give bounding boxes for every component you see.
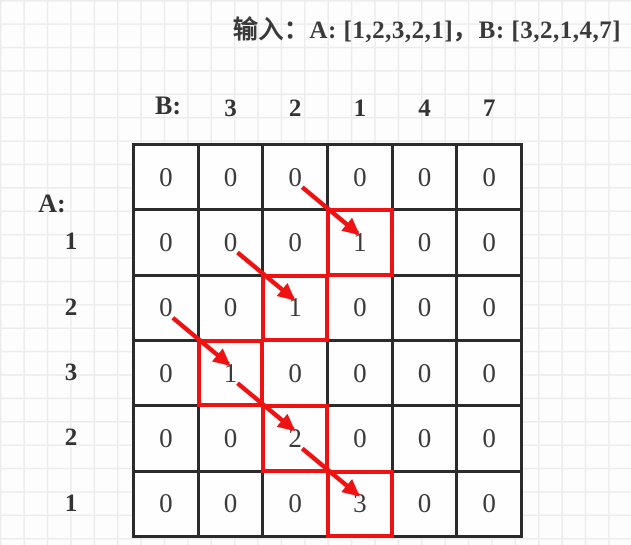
dp-cell: 0 [455,143,523,212]
dp-cell: 0 [132,469,200,538]
a-value: 1 [64,228,78,256]
dp-cell: 0 [196,208,265,277]
highlight-cell [196,338,265,408]
dp-cell: 0 [261,469,329,538]
dp-cell: 0 [326,338,394,408]
b-value: 7 [482,95,496,122]
dp-cell: 0 [326,273,394,342]
b-value: 3 [224,95,237,122]
dp-cell: 0 [455,404,523,473]
dp-cell: 0 [326,143,394,212]
dp-cell: 0 [132,404,200,473]
dp-cell: 0 [132,338,200,408]
input-title: 输入：A: [1,2,3,2,1]，B: [3,2,1,4,7] [232,17,622,44]
dp-cell: 0 [390,143,459,212]
a-value: 1 [64,489,78,517]
dp-cell: 0 [261,338,329,408]
dp-cell: 0 [390,338,459,408]
dp-cell: 0 [390,208,459,277]
dp-cell: 0 [196,273,265,342]
dp-cell: 0 [455,338,523,408]
dp-cell: 0 [455,273,523,342]
dp-cell: 0 [132,143,200,212]
highlight-cell [326,208,394,277]
b-value: 1 [353,95,367,122]
a-value: 2 [64,293,78,321]
a-sequence-label: A: [38,189,66,218]
dp-cell: 0 [132,273,200,342]
dp-cell: 0 [455,469,523,538]
dp-cell: 0 [261,143,329,212]
dp-cell: 0 [261,208,329,277]
a-value: 2 [64,424,78,452]
dp-cell: 0 [196,404,265,473]
highlight-cell [261,404,329,473]
dp-cell: 0 [390,469,459,538]
dp-cell: 0 [390,404,459,473]
b-value: 2 [288,95,302,122]
highlight-cell [261,273,329,342]
dp-cell: 0 [196,143,265,212]
a-value: 3 [64,359,78,387]
dp-cell: 0 [326,404,394,473]
b-value: 4 [418,95,431,122]
dp-cell: 0 [132,208,200,277]
b-sequence-label: B: [155,91,181,120]
dp-cell: 0 [196,469,265,538]
dp-cell: 0 [455,208,523,277]
highlight-cell [326,469,394,538]
dp-cell: 0 [390,273,459,342]
